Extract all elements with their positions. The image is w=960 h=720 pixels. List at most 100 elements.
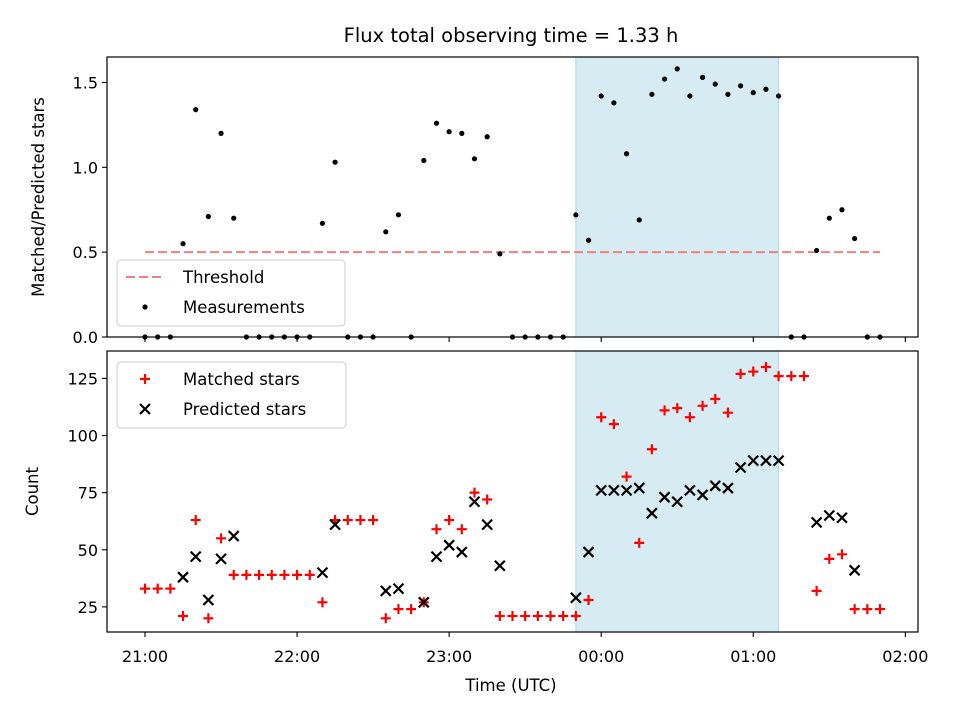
matched-star-point [836, 549, 847, 560]
predicted-star-point [823, 509, 836, 522]
measurement-point [193, 107, 199, 113]
measurement-point [598, 93, 604, 99]
predicted-star-point [848, 564, 861, 577]
matched-star-point [545, 611, 556, 622]
measurement-point [281, 334, 288, 340]
y-tick-label: 100 [67, 427, 98, 446]
predicted-star-point [456, 546, 468, 558]
x-axis-label: Time (UTC) [464, 676, 556, 695]
matched-star-point [494, 611, 505, 622]
matched-star-point [178, 611, 189, 622]
y-axis-label: Count [23, 466, 42, 516]
matched-star-point [684, 412, 695, 423]
measurement-point [332, 159, 338, 165]
x-tick-label: 00:00 [578, 647, 624, 666]
predicted-star-point [418, 596, 430, 609]
y-tick-label: 125 [67, 369, 98, 388]
measurement-point [509, 334, 516, 340]
matched-star-point [507, 611, 518, 622]
matched-star-point [279, 569, 290, 580]
matched-star-point [355, 515, 366, 526]
predicted-star-point [671, 496, 684, 508]
matched-star-point [583, 595, 594, 606]
matched-star-point [596, 412, 607, 423]
predicted-star-point [722, 482, 734, 494]
measurement-point [471, 156, 478, 162]
matched-star-point [431, 524, 442, 535]
matched-star-point [786, 371, 797, 382]
predicted-star-point [189, 550, 202, 563]
matched-star-point [697, 400, 708, 411]
legend-label: Measurements [183, 298, 305, 317]
matched-star-point [773, 371, 784, 382]
predicted-star-point [608, 484, 620, 497]
count-panel: 25 50 75 100 125 21:00 22:00 23:00 00:00 01:00 02:… [23, 350, 928, 666]
highlight-span [575, 56, 780, 338]
measurement-point [167, 334, 173, 340]
measurement-point [535, 334, 541, 340]
predicted-star-point [570, 591, 582, 604]
measurement-point [801, 334, 807, 340]
predicted-star-point [836, 511, 848, 524]
predicted-star-point [380, 585, 392, 597]
legend: Threshold Measurements [116, 259, 346, 327]
measurement-point [459, 130, 465, 136]
measurement-point [231, 215, 237, 221]
measurement-point [623, 151, 630, 157]
x-tick-label: 21:00 [122, 647, 168, 666]
matched-star-point [798, 371, 809, 382]
axes-frame [106, 350, 919, 633]
chart-title: Flux total observing time = 1.33 h [344, 24, 679, 47]
measurement-point [839, 207, 845, 213]
measurement-point [712, 81, 718, 87]
matched-star-point [748, 366, 759, 377]
ratio-panel: 0.0 0.5 1.0 1.5 Matched/Predicted stars Thres… [29, 56, 919, 347]
matched-star-point [140, 583, 151, 594]
measurement-point [573, 212, 579, 218]
predicted-star-point [734, 461, 747, 474]
predicted-star-point [646, 507, 658, 519]
matched-star-point [862, 604, 873, 615]
legend-matched-swatch [140, 374, 150, 384]
legend: Matched stars Predicted stars [116, 361, 347, 429]
measurement-point [877, 334, 883, 340]
measurement-point [585, 237, 592, 243]
legend-predicted-swatch [139, 403, 151, 415]
predicted-star-point [392, 582, 405, 595]
matched-star-point [228, 569, 239, 580]
predicted-star-point [329, 518, 341, 531]
matched-star-point [342, 515, 353, 526]
y-tick-label: 0.0 [73, 328, 98, 347]
measurement-point [687, 93, 693, 99]
matched-star-point [241, 569, 252, 580]
measurement-point [725, 91, 731, 97]
matched-star-point [735, 368, 746, 379]
predicted-star-point [810, 516, 823, 529]
matched-star-point [824, 553, 835, 564]
matched-star-point [811, 585, 822, 596]
measurement-point [522, 334, 528, 340]
measurement-point [370, 334, 376, 340]
y-tick-label: 1.5 [73, 73, 98, 92]
predicted-star-point [595, 484, 607, 497]
matched-star-point [266, 569, 277, 580]
matched-star-point [722, 407, 733, 418]
matched-star-point [646, 444, 657, 455]
y-tick-label: 1.0 [73, 158, 98, 177]
predicted-star-point [430, 550, 443, 563]
measurement-point [661, 76, 668, 82]
matched-star-point [710, 393, 721, 404]
matched-star-point [317, 597, 328, 608]
measurement-point [547, 334, 554, 340]
predicted-star-point [443, 539, 455, 551]
measurement-point [155, 334, 161, 340]
measurement-point [611, 100, 617, 106]
measurement-point [357, 334, 364, 340]
measurement-point [433, 120, 440, 126]
measurement-point [776, 93, 782, 99]
predicted-star-point [215, 553, 227, 565]
y-tick-label: 25 [78, 598, 98, 617]
measurement-point [737, 83, 744, 89]
measurement-point [408, 334, 414, 340]
matched-star-point [621, 471, 632, 482]
